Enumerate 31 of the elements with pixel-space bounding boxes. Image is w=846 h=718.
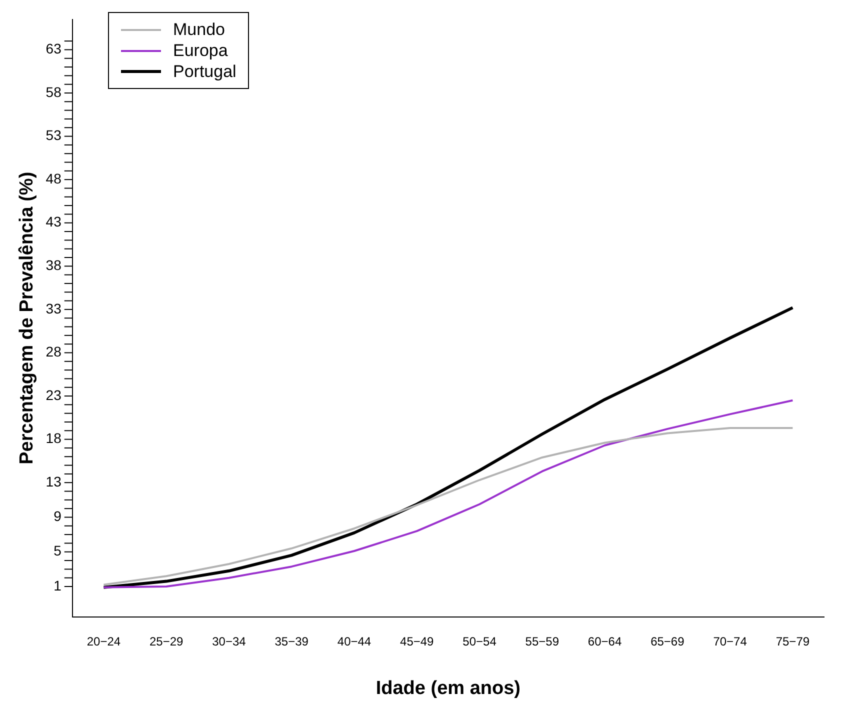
y-tick-label: 1 [54, 577, 62, 594]
x-tick-label: 40−44 [337, 634, 372, 648]
x-axis-title: Idade (em anos) [376, 678, 521, 699]
y-tick-label: 23 [46, 386, 62, 403]
x-tick-label: 70−74 [713, 634, 748, 648]
x-tick-label: 25−29 [149, 634, 184, 648]
y-tick-label: 33 [46, 300, 62, 316]
y-tick-label: 53 [46, 127, 62, 144]
y-tick-label: 5 [54, 542, 62, 559]
y-tick-label: 48 [46, 170, 62, 186]
x-tick-label: 20−24 [86, 634, 121, 648]
y-tick-label: 43 [46, 214, 62, 230]
x-tick-label: 30−34 [212, 634, 246, 648]
x-tick-label: 45−49 [400, 634, 434, 648]
y-tick-label: 63 [46, 40, 62, 57]
x-tick-label: 65−69 [650, 634, 685, 648]
x-tick-label: 60−64 [588, 634, 622, 648]
y-axis-title: Percentagem de Prevalência (%) [16, 172, 38, 464]
x-tick-label: 50−54 [462, 634, 497, 648]
x-tick-label: 55−59 [525, 634, 560, 648]
legend-label: Portugal [173, 61, 236, 82]
y-tick-label: 18 [46, 430, 62, 446]
x-tick-label: 35−39 [274, 634, 309, 648]
y-tick-label: 13 [46, 473, 62, 490]
y-tick-label: 58 [46, 84, 62, 100]
y-tick-label: 38 [46, 257, 62, 274]
y-tick-label: 9 [54, 508, 62, 524]
legend-label: Mundo [173, 19, 225, 40]
y-tick-label: 28 [46, 344, 62, 360]
legend-label: Europa [173, 40, 228, 61]
x-tick-label: 75−79 [776, 634, 810, 648]
